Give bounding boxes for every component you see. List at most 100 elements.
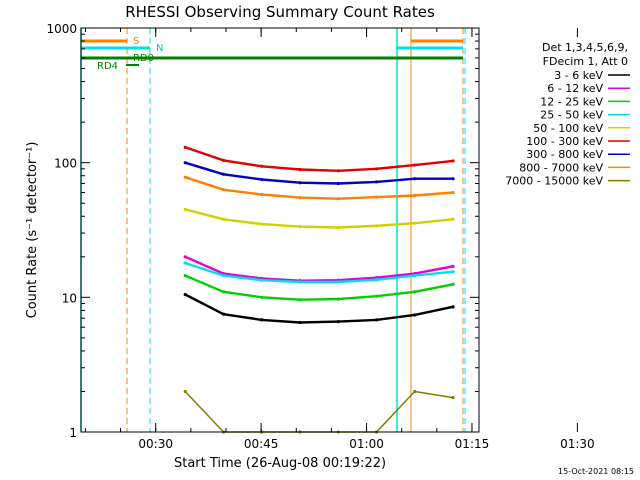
data-point (221, 217, 226, 221)
data-point (374, 180, 379, 184)
data-point (374, 318, 379, 322)
legend-header-line-2: FDecim 1, Att 0 (543, 55, 628, 68)
data-point (298, 320, 302, 325)
data-point (183, 255, 187, 259)
data-point (260, 295, 264, 299)
data-point (298, 167, 302, 172)
data-point (374, 294, 379, 298)
data-point (221, 274, 226, 278)
data-point (451, 396, 455, 400)
data-point (451, 217, 455, 221)
y-tick-label: 10 (62, 291, 77, 305)
data-point (183, 261, 187, 265)
series-line (184, 146, 454, 173)
footer-timestamp: 15-Oct-2021 08:15 (558, 467, 634, 476)
chart-title: RHESSI Observing Summary Count Rates (125, 3, 435, 21)
legend-entry-label: 100 - 300 keV (526, 135, 603, 148)
data-point (298, 280, 302, 284)
series-layer (183, 145, 455, 434)
data-point (183, 292, 187, 297)
data-point (374, 278, 379, 282)
legend-header-line-1: Det 1,3,4,5,6,9, (542, 41, 628, 54)
data-point (221, 188, 226, 192)
flag-label-s: S (133, 36, 139, 47)
data-point (413, 221, 417, 225)
x-tick-label: 00:45 (244, 437, 279, 451)
data-point (413, 290, 417, 294)
data-point (183, 207, 187, 211)
legend-entry-label: 50 - 100 keV (533, 122, 603, 135)
data-point (451, 190, 455, 195)
data-point (336, 181, 340, 186)
data-point (413, 389, 417, 394)
data-point (298, 181, 302, 185)
data-point (221, 172, 226, 176)
data-point (336, 169, 340, 173)
data-point (413, 177, 417, 181)
data-point (336, 320, 340, 324)
data-point (374, 224, 379, 228)
data-point (183, 175, 187, 179)
series-line (184, 390, 454, 433)
series-line (184, 255, 454, 282)
data-point (183, 161, 187, 165)
data-point (260, 164, 264, 168)
data-point (298, 298, 302, 302)
legend-entry-label: 800 - 7000 keV (519, 161, 603, 174)
plot-overlays: S N RD0 RD4 (80, 28, 466, 432)
legend-entry-label: 300 - 800 keV (526, 148, 603, 161)
data-point (260, 177, 264, 182)
data-point (183, 274, 187, 278)
legend-entry-label: 3 - 6 keV (554, 69, 603, 82)
data-point (260, 192, 264, 197)
y-tick-label: 100 (54, 157, 77, 171)
series-line (184, 208, 454, 229)
series-line (184, 261, 454, 284)
data-point (336, 280, 340, 284)
data-point (298, 225, 302, 229)
data-point (451, 270, 455, 274)
x-tick-label: 01:15 (455, 437, 490, 451)
data-point (451, 305, 455, 309)
data-point (336, 225, 340, 230)
y-tick-label: 1000 (46, 22, 77, 36)
data-point (336, 197, 340, 201)
data-point (413, 163, 417, 167)
data-point (183, 145, 187, 149)
data-point (221, 312, 226, 316)
x-tick-label: 01:00 (349, 437, 384, 451)
data-point (413, 193, 417, 198)
data-point (183, 389, 187, 394)
data-point (451, 282, 455, 286)
plot-frame (80, 27, 480, 433)
series-line (184, 274, 454, 301)
flag-label-rd0: RD0 (133, 53, 154, 64)
flag-label-n: N (156, 43, 163, 54)
flag-label-rd4: RD4 (97, 61, 118, 72)
data-point (298, 196, 302, 200)
legend-entry-label: 12 - 25 keV (540, 95, 603, 108)
x-axis-label: Start Time (26-Aug-08 00:19:22) (174, 456, 386, 471)
data-point (374, 167, 379, 171)
series-line (184, 176, 454, 200)
y-tick-label: 1 (69, 426, 77, 440)
data-point (260, 222, 264, 226)
data-point (451, 159, 455, 163)
data-point (260, 318, 264, 322)
legend-entry-label: 6 - 12 keV (547, 82, 603, 95)
data-point (260, 278, 264, 282)
y-axis: 1 10 100 1000 (46, 22, 479, 440)
data-point (413, 313, 417, 317)
legend-entry-label: 7000 - 15000 keV (505, 175, 603, 188)
data-point (221, 290, 226, 294)
data-point (451, 177, 455, 181)
series-line (184, 161, 453, 185)
legend-entry-label: 25 - 50 keV (540, 109, 603, 122)
x-tick-label: 01:30 (560, 437, 595, 451)
data-point (336, 297, 340, 301)
data-point (374, 195, 379, 199)
legend: Det 1,3,4,5,6,9, FDecim 1, Att 0 3 - 6 k… (505, 41, 630, 188)
data-point (451, 264, 455, 268)
